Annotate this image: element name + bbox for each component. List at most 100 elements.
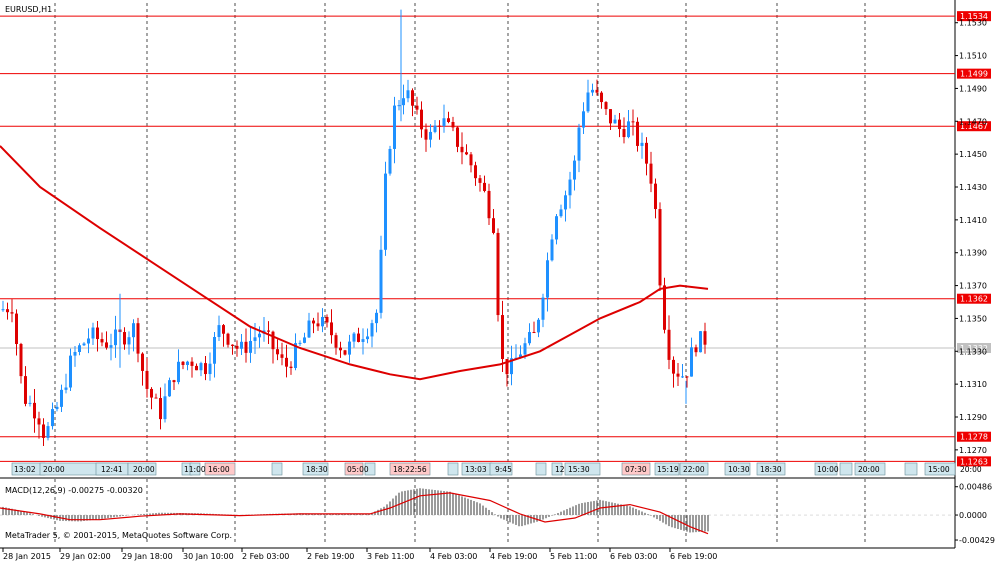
- candle-body: [267, 330, 270, 332]
- candle-body: [492, 218, 495, 233]
- candle-body: [307, 320, 311, 338]
- candle-body: [100, 339, 104, 343]
- time-tick-label: 28 Jan 2015: [3, 552, 51, 561]
- candle-body: [469, 154, 473, 166]
- session-marker: [551, 462, 563, 476]
- price-tick-label: 1.1390: [959, 249, 987, 258]
- candle-body: [591, 89, 594, 93]
- candle-body: [528, 332, 531, 344]
- candle-body: [366, 336, 369, 340]
- candle-body: [600, 92, 603, 103]
- candle-body: [1, 309, 5, 311]
- session-marker: [564, 462, 601, 476]
- candle-body: [555, 216, 558, 240]
- candle-body: [213, 336, 216, 364]
- candle-body: [231, 344, 234, 346]
- candle-body: [618, 119, 621, 130]
- candle-body: [564, 195, 567, 210]
- session-time-label: 22:00: [683, 465, 705, 474]
- candle-body: [433, 125, 437, 132]
- candle-body: [622, 129, 626, 138]
- macd-label: MACD(12,26,9) -0.00275 -0.00320: [5, 486, 143, 495]
- session-marker: [756, 462, 786, 476]
- time-tick-label: 2 Feb 19:00: [307, 552, 354, 561]
- candle-body: [429, 131, 432, 140]
- price-tick-label: 1.1450: [959, 150, 987, 159]
- candle-body: [330, 322, 333, 336]
- candle-body: [474, 165, 477, 179]
- horizontal-levels[interactable]: 1.1534 1.1499 1.1467 1.1362 1.1278 1.1263 1.13…: [0, 11, 991, 467]
- candle-body: [253, 337, 257, 341]
- time-tick-label: 5 Feb 11:00: [550, 552, 597, 561]
- candle-body: [483, 182, 486, 191]
- session-time-label: 9:45: [495, 465, 512, 474]
- candle-body: [82, 343, 86, 346]
- candle-body: [24, 376, 27, 404]
- candle-body: [141, 353, 144, 371]
- candle-body: [420, 109, 423, 130]
- price-level-tag: [957, 121, 991, 132]
- candle-body: [663, 285, 666, 330]
- candle-body: [532, 332, 536, 334]
- session-time-label: 12:41: [101, 465, 123, 474]
- candle-body: [60, 389, 63, 407]
- candle-body: [586, 92, 590, 112]
- candle-body: [559, 209, 563, 217]
- session-marker: [127, 462, 157, 476]
- price-level-label: 1.1278: [960, 433, 988, 442]
- candle-body: [510, 358, 513, 375]
- candle-body: [496, 232, 500, 316]
- session-marker: [904, 462, 918, 476]
- candle-body: [438, 125, 441, 127]
- price-level-tag: [957, 11, 991, 22]
- candle-body: [154, 397, 158, 399]
- price-tick-label: 1.1530: [959, 19, 987, 28]
- candle-body: [357, 333, 360, 342]
- candle-body: [582, 111, 585, 128]
- candle-body: [694, 347, 698, 353]
- time-tick-label: 29 Jan 18:00: [122, 552, 173, 561]
- candle-body: [37, 418, 41, 425]
- candle-body: [424, 129, 428, 140]
- candle-body: [546, 260, 549, 298]
- session-time-label: 13:02: [14, 465, 36, 474]
- candle-body: [69, 355, 72, 388]
- price-tick-label: 1.1310: [959, 380, 987, 389]
- session-marker: [839, 462, 853, 476]
- candle-body: [573, 160, 576, 180]
- candle-body: [384, 173, 387, 250]
- candle-body: [402, 98, 405, 106]
- candle-body: [406, 90, 410, 99]
- price-level-tag: [957, 456, 991, 467]
- session-marker: [621, 462, 651, 476]
- candle-body: [114, 329, 117, 346]
- copyright-text: MetaTrader 5, © 2001-2015, MetaQuotes So…: [5, 531, 232, 540]
- session-time-label: 20:00: [133, 465, 155, 474]
- price-tick-label: 1.1490: [959, 84, 987, 93]
- candle-body: [240, 341, 243, 349]
- time-tick-label: 29 Jan 02:00: [60, 552, 111, 561]
- price-tick-label: 1.1430: [959, 183, 987, 192]
- time-tick-label: 4 Feb 19:00: [490, 552, 537, 561]
- session-time-label: 20:00: [960, 465, 982, 474]
- candle-body: [361, 339, 365, 342]
- candle-body: [397, 105, 401, 107]
- price-tick-label: 1.1270: [959, 446, 987, 455]
- candle-body: [411, 90, 414, 106]
- session-time-label: 10:00: [817, 465, 839, 474]
- candle-body: [442, 118, 446, 127]
- candle-body: [33, 402, 36, 419]
- price-tick-label: 1.1370: [959, 282, 987, 291]
- price-level-label: 1.1467: [960, 122, 988, 131]
- current-price-tag: [957, 343, 991, 353]
- session-marker: [924, 462, 956, 476]
- session-marker: [389, 462, 431, 476]
- candle-body: [339, 347, 342, 351]
- session-time-label: 11:00: [184, 465, 206, 474]
- candle-body: [501, 315, 504, 360]
- session-time-label: 07:30: [625, 465, 647, 474]
- candle-body: [78, 345, 81, 352]
- candle-body: [204, 363, 207, 375]
